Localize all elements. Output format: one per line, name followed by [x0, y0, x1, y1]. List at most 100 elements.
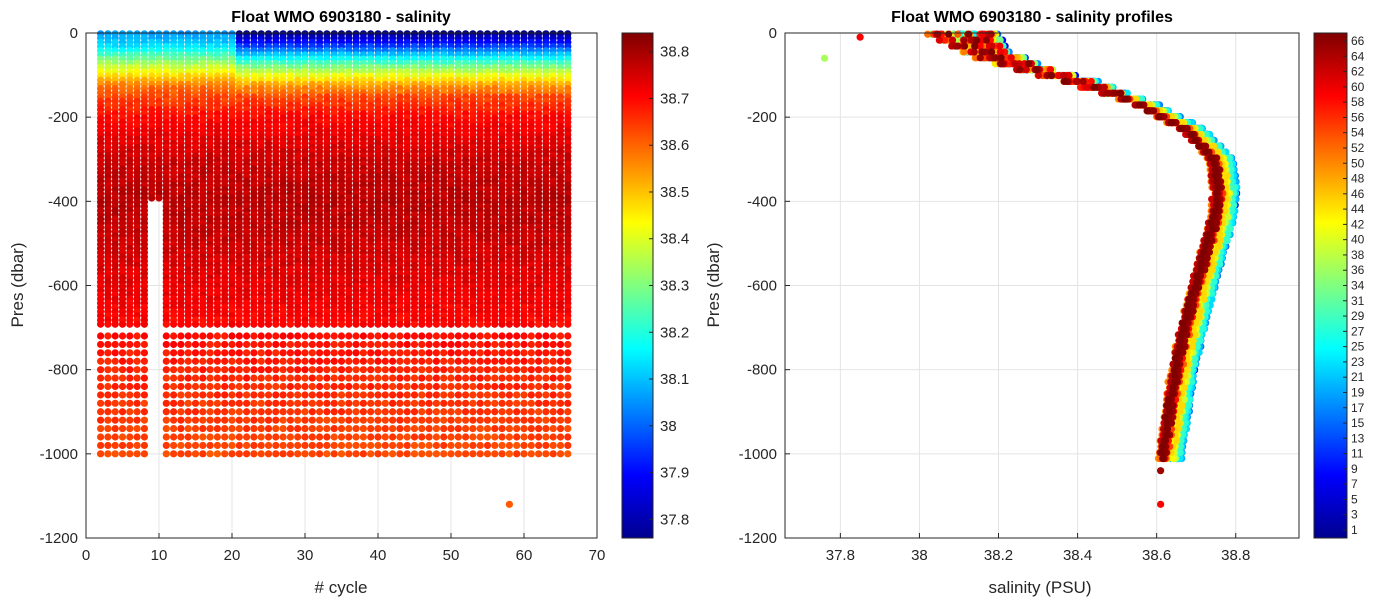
salinity-point [440, 391, 448, 399]
salinity-point [170, 332, 178, 340]
salinity-point [111, 399, 119, 407]
salinity-point [294, 399, 302, 407]
salinity-point [462, 340, 470, 349]
salinity-point [352, 416, 360, 424]
salinity-point [133, 340, 141, 349]
salinity-point [337, 399, 346, 407]
salinity-point [367, 399, 375, 407]
salinity-point [469, 374, 477, 382]
salinity-point [330, 366, 338, 374]
salinity-point [330, 450, 338, 458]
salinity-point [469, 408, 477, 416]
salinity-point [140, 382, 148, 391]
salinity-point [483, 433, 492, 441]
salinity-point [345, 441, 353, 450]
salinity-point [286, 450, 294, 458]
salinity-point [118, 320, 127, 328]
salinity-point [513, 382, 521, 391]
salinity-point [330, 441, 338, 450]
salinity-point [410, 408, 419, 416]
salinity-point [520, 374, 528, 382]
salinity-point [272, 416, 280, 424]
salinity-point [272, 340, 280, 349]
salinity-point [133, 391, 141, 399]
salinity-point [140, 357, 148, 365]
salinity-point [330, 320, 338, 328]
salinity-point [462, 332, 470, 340]
salinity-point [286, 332, 294, 340]
salinity-point [162, 391, 170, 399]
salinity-point [308, 320, 316, 328]
salinity-point [272, 391, 280, 399]
salinity-point [323, 382, 331, 391]
salinity-point [505, 374, 513, 382]
salinity-point [140, 408, 148, 416]
salinity-point [520, 332, 528, 340]
salinity-point [243, 382, 251, 391]
salinity-point [498, 408, 506, 416]
salinity-point [199, 424, 207, 433]
salinity-point [133, 374, 141, 382]
salinity-point [126, 391, 134, 399]
salinity-point [410, 450, 419, 458]
salinity-point [483, 332, 492, 340]
salinity-point [352, 320, 360, 328]
salinity-point [206, 320, 214, 328]
salinity-point [235, 441, 243, 450]
salinity-point [97, 424, 105, 433]
salinity-point [498, 391, 506, 399]
left-salinity-points [97, 30, 572, 508]
salinity-point [264, 349, 273, 357]
salinity-point [206, 433, 214, 441]
salinity-point [491, 441, 499, 450]
salinity-point [111, 450, 119, 458]
salinity-point [520, 416, 528, 424]
salinity-point [184, 391, 192, 399]
salinity-point [272, 399, 280, 407]
salinity-point [367, 374, 375, 382]
salinity-point [491, 357, 499, 365]
salinity-point [323, 433, 331, 441]
salinity-point [505, 424, 513, 433]
salinity-point [250, 399, 258, 407]
salinity-point [301, 441, 309, 450]
salinity-point [279, 424, 287, 433]
salinity-point [432, 399, 440, 407]
salinity-point [389, 320, 397, 328]
salinity-point [170, 399, 178, 407]
salinity-point [118, 416, 127, 424]
salinity-point [447, 374, 455, 382]
salinity-point [403, 340, 411, 349]
salinity-point [118, 450, 127, 458]
salinity-point [133, 424, 141, 433]
salinity-point [191, 357, 200, 365]
salinity-point [279, 366, 287, 374]
salinity-point [425, 416, 433, 424]
salinity-point [447, 433, 455, 441]
salinity-point [381, 382, 389, 391]
salinity-point [469, 424, 477, 433]
salinity-point [483, 382, 492, 391]
salinity-point [294, 424, 302, 433]
salinity-point [140, 340, 148, 349]
salinity-point [520, 349, 528, 357]
salinity-point [264, 340, 273, 349]
salinity-point [337, 433, 346, 441]
salinity-point [316, 349, 324, 357]
salinity-point [403, 408, 411, 416]
salinity-point [140, 391, 148, 399]
salinity-point [330, 433, 338, 441]
salinity-point [162, 320, 170, 328]
salinity-point [133, 382, 141, 391]
salinity-point [316, 391, 324, 399]
salinity-point [454, 357, 462, 365]
salinity-point [520, 320, 528, 328]
salinity-point [250, 382, 258, 391]
salinity-point [410, 340, 419, 349]
salinity-point [221, 340, 229, 349]
salinity-point [520, 357, 528, 365]
salinity-point [323, 399, 331, 407]
salinity-point [221, 424, 229, 433]
salinity-point [498, 399, 506, 407]
salinity-point [213, 366, 221, 374]
